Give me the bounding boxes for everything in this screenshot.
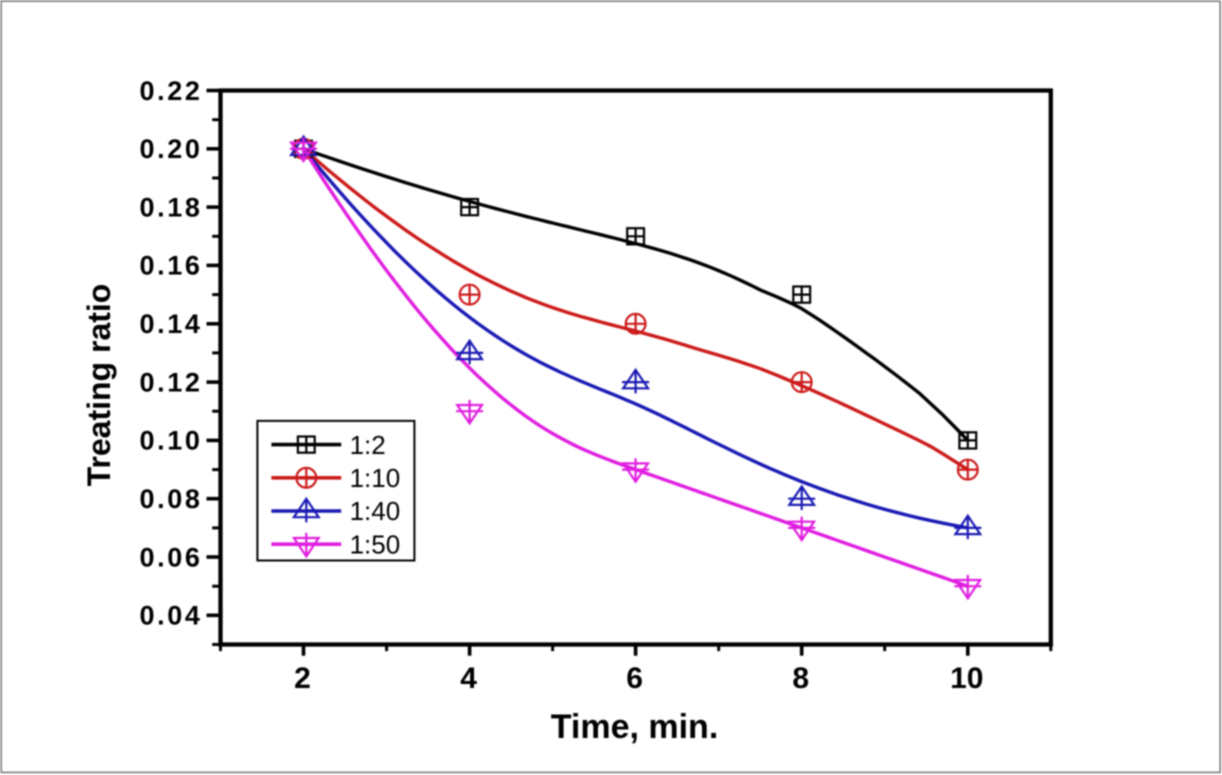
svg-text:10: 10 [950,662,983,695]
svg-text:0.08: 0.08 [140,484,203,514]
svg-text:0.16: 0.16 [140,251,203,281]
svg-text:Time, min.: Time, min. [551,708,719,746]
svg-text:1:40: 1:40 [350,496,401,526]
svg-text:0.18: 0.18 [140,192,203,222]
svg-text:1:50: 1:50 [350,529,401,559]
svg-text:0.10: 0.10 [140,426,203,456]
svg-text:2: 2 [294,662,311,695]
svg-text:1:2: 1:2 [350,430,386,460]
svg-text:Treating ratio: Treating ratio [81,284,117,487]
svg-text:0.12: 0.12 [140,367,203,397]
svg-text:4: 4 [460,662,477,695]
svg-text:0.06: 0.06 [140,542,203,572]
svg-text:6: 6 [626,662,643,695]
svg-text:8: 8 [792,662,809,695]
svg-text:0.04: 0.04 [140,601,203,631]
svg-text:0.14: 0.14 [140,309,203,339]
svg-text:0.22: 0.22 [140,76,203,106]
svg-text:0.20: 0.20 [140,134,203,164]
svg-text:1:10: 1:10 [350,463,401,493]
